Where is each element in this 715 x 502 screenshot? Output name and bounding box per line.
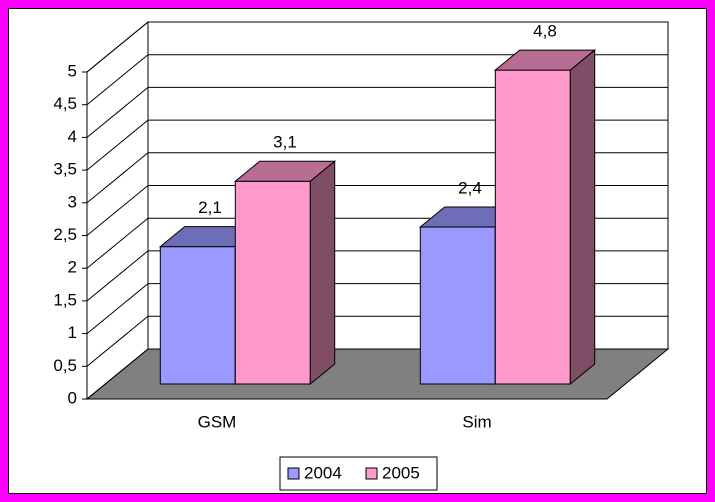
legend-swatch: [365, 467, 378, 480]
grid-line: [86, 86, 668, 138]
y-tick-label: 3,5: [53, 160, 77, 179]
value-label: 2,1: [198, 198, 222, 217]
bar-front: [159, 246, 236, 385]
bar-side: [569, 49, 596, 386]
x-tick-label: Sim: [462, 412, 491, 431]
y-tick-label: 0: [68, 388, 77, 407]
legend-label: 2004: [304, 463, 342, 482]
y-tick-label: 3: [68, 192, 77, 211]
y-tick-label: 0,5: [53, 356, 77, 375]
grid-line: [86, 54, 668, 106]
legend-swatch: [287, 467, 300, 480]
value-label: 2,4: [458, 179, 482, 198]
y-tick-label: 4,5: [53, 94, 77, 113]
grid-line: [86, 185, 668, 236]
x-tick-label: GSM: [198, 412, 237, 431]
grid-line: [86, 152, 668, 204]
bar-front: [494, 69, 571, 385]
grid-line: [86, 119, 668, 171]
y-tick-label: 4: [68, 127, 77, 146]
bar-side: [309, 160, 336, 386]
y-tick-label: 2,5: [53, 225, 77, 244]
y-tick-label: 1,5: [53, 290, 77, 309]
legend-box: [279, 456, 438, 491]
y-tick-label: 5: [68, 61, 77, 80]
bar-front: [234, 180, 311, 385]
grid-line: [86, 21, 668, 73]
value-label: 4,8: [533, 22, 557, 41]
value-label: 3,1: [273, 133, 297, 152]
bar-front: [419, 226, 496, 385]
legend-label: 2005: [382, 463, 420, 482]
y-tick-label: 1: [68, 323, 77, 342]
inner-border: [8, 8, 707, 494]
y-tick-label: 2: [68, 258, 77, 277]
